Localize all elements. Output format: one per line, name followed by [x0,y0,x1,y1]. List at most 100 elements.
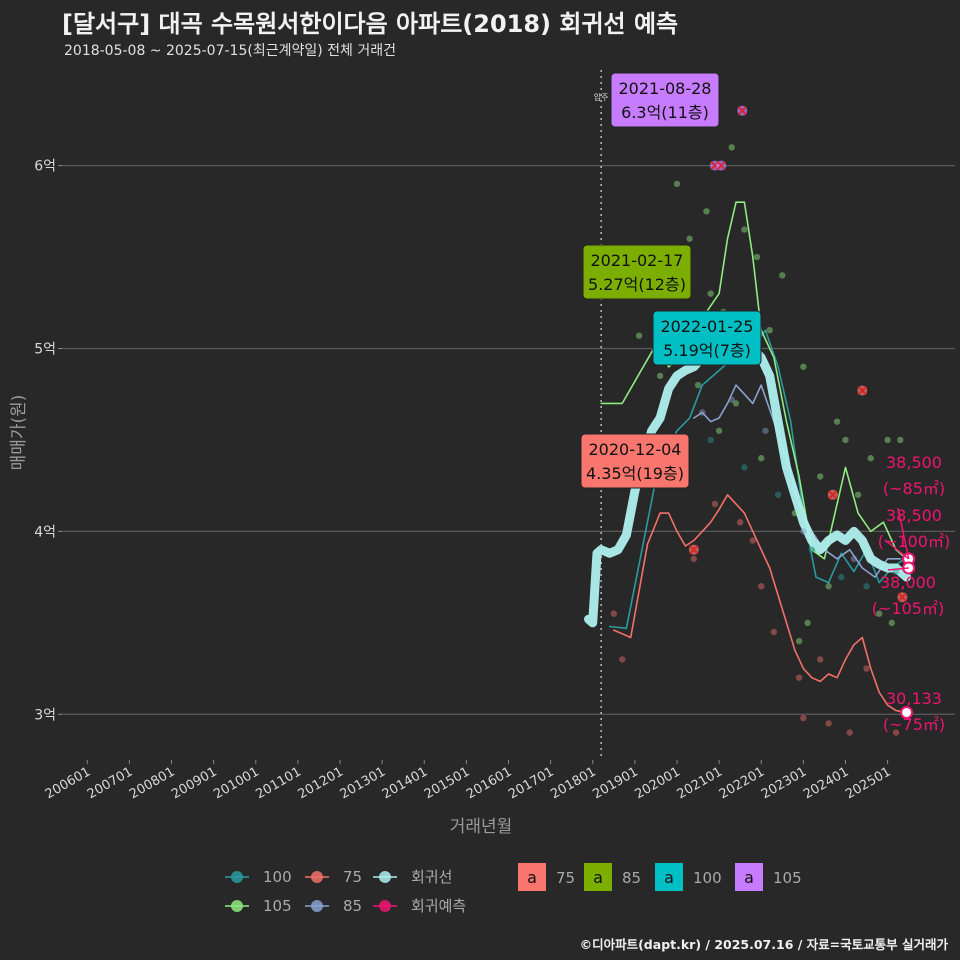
legend-swatch [655,863,683,891]
scatter-point [800,528,807,535]
scatter-point [791,509,799,517]
scatter-point [863,583,870,590]
highlight-cross [897,592,907,602]
scatter-point [842,436,849,444]
x-tick-label: 202101 [675,764,725,802]
legend-box-75: a 75 [518,863,575,891]
legend-label: 회귀선 [411,868,452,886]
scatter-point [825,583,832,590]
x-tick-label: 200601 [43,764,93,802]
x-tick-label: 202001 [633,764,683,802]
annotation-price: 5.27억(12층) [588,275,686,294]
forecast-leader [897,507,910,559]
scatter-point [711,500,719,508]
legend-point [231,871,243,883]
forecast-value: 38,500 [886,506,942,525]
scatter-point [736,519,744,526]
highlight-cross [737,106,747,116]
scatter-point [758,455,765,462]
legend-label: 105 [773,869,802,887]
scatter-point [694,381,702,389]
scatter-point [817,473,824,480]
legend-box-105: a 105 [735,863,802,891]
legend-point [379,900,391,912]
legend-item-reg: 회귀선 [373,868,452,886]
series-line-100 [608,329,906,630]
scatter-point [707,436,714,444]
scatter-point [728,144,735,151]
legend-box-85: a 85 [584,863,641,891]
scatter-point [686,235,693,242]
x-tick-label: 201101 [253,764,303,802]
series-line-75 [613,494,908,714]
scatter-point [635,332,643,339]
scatter-point [897,436,904,444]
x-tick-label: 202201 [717,764,767,802]
annotation-price: 6.3억(11층) [621,103,709,122]
annotation-box: 2021-02-17 5.27억(12층) [582,244,692,300]
highlight-cross [716,161,726,171]
highlight-cross-stroke [857,385,867,396]
forecast-leader [884,539,910,560]
legend-swatch [584,863,612,891]
x-axis-title: 거래년월 [450,817,513,837]
scatter-point [690,555,698,563]
x-tick-label: 202301 [759,764,809,802]
highlight-cross-stroke [828,490,838,500]
forecast-value: 38,000 [880,573,936,592]
x-tick-label: 201701 [506,764,556,802]
scatter-point [619,656,626,663]
legend-swatch [735,863,763,891]
annotation-box: 2021-08-28 6.3억(11층) [610,72,720,128]
x-tick-label: 201201 [296,764,346,802]
scatter-point [749,537,757,544]
legend-point [311,900,323,912]
x-tick-label: 200801 [127,764,177,802]
x-tick-label: 201301 [338,764,388,802]
scatter-point [762,427,769,434]
annotation-price: 4.35억(19층) [586,464,684,483]
scatter-point [770,628,778,636]
legend-label: 105 [263,897,292,915]
scatter-point [673,180,681,188]
highlight-cross-stroke [897,592,907,602]
scatter-point [728,396,735,403]
forecast-area: (~85㎡) [883,479,945,498]
annotation-bg [582,244,692,300]
annotation-date: 2021-02-17 [591,251,684,270]
scatter-point [741,464,748,471]
legend-box-100: a 100 [655,863,722,891]
scatter-point [707,290,714,297]
highlight-cross-stroke [737,106,747,116]
highlight-cross [689,545,699,555]
x-tick-label: 200701 [85,764,135,802]
scatter-point [610,610,618,617]
x-tick-label: 202501 [843,764,893,802]
scatter-point [875,610,883,617]
scatter-point [817,656,824,663]
chart-title: [달서구] 대곡 수목원서한이다음 아파트(2018) 회귀선 예측 [62,10,679,38]
annotation-date: 2022-01-25 [661,317,754,336]
legend-point [311,871,323,883]
highlight-cross-stroke [716,161,726,171]
legend-item-85: 85 [305,897,362,915]
legend-glyph: a [527,868,537,887]
forecast-area: (~100㎡) [878,532,950,551]
highlight-cross-stroke [689,545,699,555]
x-tick-label: 200901 [169,764,219,802]
scatter-point [808,546,815,553]
scatter-point [656,372,664,380]
annotation-date: 2020-12-04 [589,440,682,459]
scatter-point [795,674,803,681]
legend-label: 100 [693,869,722,887]
scatter-point [795,637,803,645]
highlight-cross [828,490,838,500]
scatter-point [753,253,761,261]
legend-label: 100 [263,868,292,886]
annotation-box: 2020-12-04 4.35억(19층) [580,433,690,489]
legend-item-fc: 회귀예측 [373,897,466,915]
scatter-point [854,491,862,499]
scatter-point [846,729,853,736]
scatter-point [732,400,740,407]
legend-item-75: 75 [305,868,362,886]
